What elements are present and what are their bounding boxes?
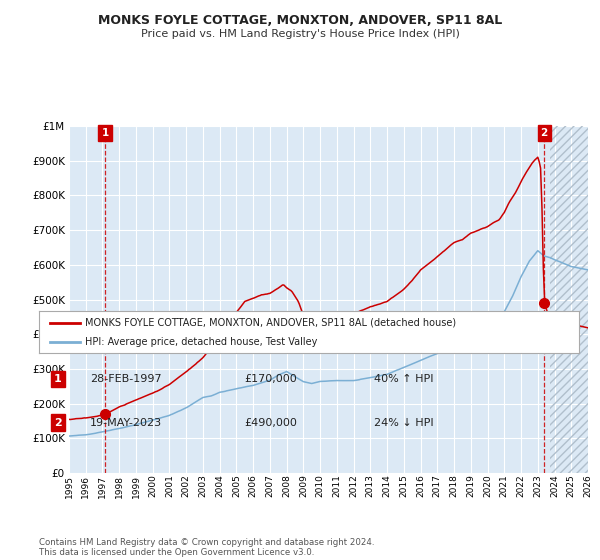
Text: MONKS FOYLE COTTAGE, MONXTON, ANDOVER, SP11 8AL (detached house): MONKS FOYLE COTTAGE, MONXTON, ANDOVER, S… xyxy=(85,318,456,328)
Text: 2: 2 xyxy=(54,418,62,428)
Text: HPI: Average price, detached house, Test Valley: HPI: Average price, detached house, Test… xyxy=(85,337,317,347)
Text: 2: 2 xyxy=(541,128,548,138)
Text: MONKS FOYLE COTTAGE, MONXTON, ANDOVER, SP11 8AL: MONKS FOYLE COTTAGE, MONXTON, ANDOVER, S… xyxy=(98,14,502,27)
Text: £170,000: £170,000 xyxy=(244,374,297,384)
Text: Price paid vs. HM Land Registry's House Price Index (HPI): Price paid vs. HM Land Registry's House … xyxy=(140,29,460,39)
Text: 19-MAY-2023: 19-MAY-2023 xyxy=(90,418,163,428)
Text: 24% ↓ HPI: 24% ↓ HPI xyxy=(374,418,433,428)
Text: £490,000: £490,000 xyxy=(244,418,297,428)
Text: 1: 1 xyxy=(54,374,62,384)
Text: 28-FEB-1997: 28-FEB-1997 xyxy=(90,374,162,384)
Text: 40% ↑ HPI: 40% ↑ HPI xyxy=(374,374,433,384)
Text: Contains HM Land Registry data © Crown copyright and database right 2024.
This d: Contains HM Land Registry data © Crown c… xyxy=(39,538,374,557)
Text: 1: 1 xyxy=(101,128,109,138)
